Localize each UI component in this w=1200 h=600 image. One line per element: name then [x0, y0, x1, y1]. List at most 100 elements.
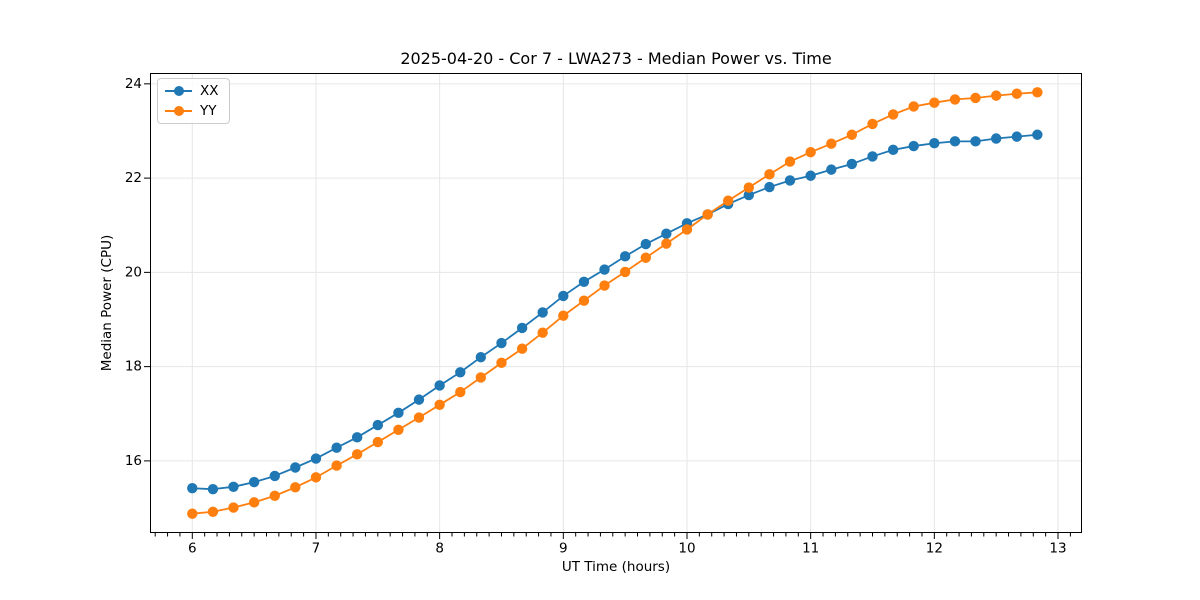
series-marker-XX	[228, 481, 239, 493]
series-marker-YY	[537, 327, 548, 338]
series-marker-XX	[372, 419, 384, 431]
y-tick-label: 20	[125, 264, 142, 280]
series-marker-XX	[1032, 129, 1043, 140]
series-marker-YY	[990, 90, 1002, 101]
series-marker-YY	[228, 502, 239, 513]
legend-swatch-xx-icon	[165, 86, 192, 97]
series-line-XX	[192, 133, 1038, 491]
series-marker-XX	[661, 228, 672, 239]
series-marker-XX	[826, 164, 837, 175]
series-marker-YY	[516, 343, 528, 354]
series-marker-YY	[805, 146, 816, 158]
x-tick-label: 8	[435, 541, 444, 557]
series-marker-XX	[599, 264, 610, 275]
series-marker-YY	[702, 209, 713, 220]
series-marker-XX	[516, 322, 528, 334]
series-marker-XX	[640, 238, 652, 250]
series-marker-YY	[1011, 88, 1023, 99]
x-tick-label: 10	[678, 541, 695, 557]
series-marker-XX	[207, 483, 219, 495]
series-marker-YY	[475, 372, 487, 383]
series-marker-YY	[558, 310, 569, 321]
series-marker-YY	[949, 94, 961, 105]
series-marker-YY	[413, 412, 425, 423]
x-axis-label: UT Time (hours)	[561, 559, 671, 575]
series-marker-YY	[1032, 87, 1043, 98]
series-marker-XX	[805, 170, 816, 181]
x-tick-label: 13	[1049, 541, 1066, 557]
series-marker-YY	[640, 252, 652, 263]
series-marker-XX	[290, 462, 301, 473]
series-marker-YY	[722, 195, 734, 206]
y-tick-label: 22	[125, 170, 142, 186]
series-marker-XX	[784, 175, 796, 186]
series-marker-YY	[784, 156, 796, 167]
legend-item-yy: YY	[165, 103, 219, 119]
series-marker-YY	[826, 138, 837, 149]
series-marker-YY	[661, 238, 672, 249]
series-marker-YY	[681, 224, 693, 235]
series-marker-XX	[846, 158, 858, 170]
series-marker-YY	[269, 490, 280, 501]
legend-swatch-yy-icon	[165, 106, 192, 117]
series-marker-XX	[619, 251, 631, 262]
series-marker-YY	[310, 472, 322, 483]
series-marker-XX	[455, 367, 466, 378]
series-marker-XX	[248, 476, 260, 488]
chart-title: 2025-04-20 - Cor 7 - LWA273 - Median Pow…	[400, 49, 832, 68]
series-marker-YY	[908, 101, 919, 112]
series-marker-YY	[351, 449, 363, 460]
x-tick-label: 7	[312, 541, 321, 557]
series-marker-XX	[496, 337, 507, 349]
series-marker-XX	[990, 133, 1002, 144]
x-tick-label: 12	[926, 541, 943, 557]
series-marker-XX	[187, 483, 198, 494]
series-marker-YY	[867, 118, 878, 130]
y-tick-label: 18	[125, 359, 142, 375]
plot-border	[150, 73, 1082, 533]
legend-item-xx: XX	[165, 83, 219, 99]
series-marker-XX	[331, 442, 342, 453]
x-tick-label: 6	[188, 541, 197, 557]
series-marker-XX	[434, 380, 445, 391]
legend-label-yy: YY	[200, 103, 217, 119]
series-marker-YY	[434, 399, 445, 411]
series-marker-YY	[929, 97, 940, 108]
series-marker-XX	[949, 136, 961, 147]
series-marker-YY	[331, 460, 342, 471]
series-marker-YY	[578, 295, 590, 306]
series-marker-XX	[475, 352, 487, 363]
x-tick-label: 9	[559, 541, 568, 557]
series-marker-XX	[743, 189, 755, 201]
series-marker-XX	[887, 144, 899, 156]
series-marker-XX	[537, 307, 548, 318]
series-marker-XX	[764, 181, 775, 193]
series-marker-XX	[929, 138, 940, 149]
series-marker-XX	[970, 136, 981, 147]
y-axis-label: Median Power (CPU)	[99, 234, 115, 372]
series-marker-YY	[887, 109, 899, 120]
series-marker-XX	[413, 394, 425, 405]
series-marker-XX	[867, 151, 878, 162]
series-marker-XX	[558, 290, 569, 302]
series-marker-YY	[187, 508, 198, 519]
series-marker-XX	[310, 453, 322, 464]
series-marker-YY	[207, 506, 219, 517]
series-marker-XX	[393, 407, 404, 419]
y-tick-label: 16	[125, 453, 142, 469]
legend: XX YY	[157, 78, 230, 124]
series-marker-YY	[393, 424, 404, 435]
series-marker-XX	[578, 276, 590, 287]
legend-label-xx: XX	[200, 83, 219, 99]
series-marker-XX	[351, 432, 363, 443]
series-marker-YY	[248, 497, 260, 508]
series-marker-YY	[846, 129, 858, 140]
series-marker-YY	[372, 436, 384, 448]
x-tick-label: 11	[802, 541, 819, 557]
series-marker-YY	[743, 182, 755, 193]
series-marker-YY	[599, 280, 610, 291]
series-marker-YY	[496, 357, 507, 369]
series-marker-XX	[269, 470, 280, 482]
series-marker-YY	[455, 386, 466, 398]
